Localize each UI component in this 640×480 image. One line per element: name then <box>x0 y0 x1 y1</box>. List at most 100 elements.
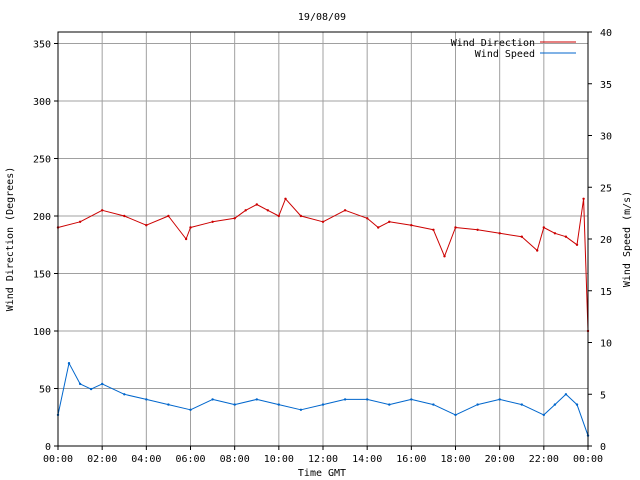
wind-direction-point <box>542 226 545 229</box>
wind-direction-point <box>564 235 568 238</box>
wind-direction-point <box>410 224 413 227</box>
wind-direction-point <box>299 214 303 218</box>
right-tick-label: 20 <box>600 235 612 246</box>
wind-direction-point <box>211 220 214 223</box>
x-axis-label: Time GMT <box>298 468 346 479</box>
wind-direction-point <box>184 237 188 241</box>
left-tick-label: 50 <box>39 385 51 396</box>
x-tick-label: 00:00 <box>43 454 73 465</box>
x-tick-label: 16:00 <box>396 454 426 465</box>
left-tick-label: 250 <box>33 155 51 166</box>
wind-speed-point <box>167 403 170 406</box>
wind-direction-point <box>498 232 501 235</box>
wind-direction-point <box>343 209 347 212</box>
wind-speed-point <box>101 382 104 386</box>
x-tick-label: 14:00 <box>352 454 382 465</box>
x-tick-label: 10:00 <box>264 454 294 465</box>
x-tick-label: 00:00 <box>573 454 603 465</box>
left-tick-label: 300 <box>33 97 51 108</box>
wind-speed-point <box>78 382 82 386</box>
right-tick-label: 0 <box>600 442 606 453</box>
wind-speed-point <box>366 398 369 401</box>
wind-speed-point <box>145 398 148 401</box>
wind-speed-point <box>542 413 545 417</box>
wind-speed-point <box>233 403 236 406</box>
wind-direction-point <box>145 224 148 227</box>
x-tick-label: 12:00 <box>308 454 338 465</box>
right-tick-label: 30 <box>600 132 612 143</box>
wind-direction-point <box>575 243 579 246</box>
legend-label-wind-speed: Wind Speed <box>475 49 535 60</box>
wind-direction-point <box>454 226 457 229</box>
x-tick-label: 18:00 <box>440 454 470 465</box>
wind-speed-point <box>255 398 258 401</box>
left-axis-ticks: 0 50 100 150 200 250 300 350 <box>33 40 58 453</box>
right-axis-label: Wind Speed (m/s) <box>622 191 633 287</box>
left-tick-label: 0 <box>45 442 51 453</box>
wind-speed-point <box>454 413 457 417</box>
wind-direction-point <box>582 197 585 200</box>
wind-direction-point <box>266 209 269 212</box>
wind-speed-point <box>432 403 435 406</box>
wind-direction-point <box>443 255 446 258</box>
wind-speed-point <box>277 403 280 406</box>
wind-direction-point <box>167 214 170 218</box>
wind-speed-point <box>520 403 523 406</box>
left-tick-label: 350 <box>33 40 51 51</box>
wind-direction-point <box>123 214 126 218</box>
right-tick-label: 25 <box>600 183 612 194</box>
left-tick-label: 200 <box>33 212 51 223</box>
wind-speed-point <box>89 387 93 391</box>
left-tick-label: 100 <box>33 327 51 338</box>
x-tick-label: 06:00 <box>175 454 205 465</box>
left-tick-label: 150 <box>33 270 51 281</box>
wind-direction-point <box>101 209 104 212</box>
wind-speed-point <box>564 393 568 396</box>
x-tick-label: 04:00 <box>131 454 161 465</box>
right-tick-label: 15 <box>600 287 612 298</box>
right-axis-ticks: 0 5 10 15 20 25 30 35 40 <box>588 28 612 453</box>
wind-direction-point <box>388 220 391 223</box>
wind-direction-point <box>244 209 247 212</box>
chart-title: 19/08/09 <box>298 12 346 23</box>
wind-speed-series <box>56 362 590 437</box>
wind-speed-point <box>321 403 325 406</box>
wind-direction-series <box>56 197 590 333</box>
wind-speed-point <box>476 403 479 406</box>
wind-speed-point <box>67 362 71 365</box>
right-tick-label: 35 <box>600 80 612 91</box>
right-tick-label: 5 <box>600 390 606 401</box>
x-axis-ticks: 00:00 02:00 04:00 06:00 08:00 10:00 12:00 14:00… <box>43 446 603 465</box>
wind-direction-point <box>255 203 258 206</box>
wind-direction-point <box>377 226 380 229</box>
x-tick-label: 20:00 <box>485 454 515 465</box>
wind-direction-point <box>476 228 479 231</box>
wind-direction-point <box>366 217 369 220</box>
wind-direction-point <box>553 232 557 235</box>
legend: Wind Direction Wind Speed <box>451 38 576 60</box>
left-axis-label: Wind Direction (Degrees) <box>5 167 16 312</box>
wind-direction-point <box>233 217 236 220</box>
wind-speed-point <box>410 398 413 401</box>
wind-speed-point <box>575 403 579 406</box>
wind-direction-point <box>189 226 192 229</box>
x-tick-label: 02:00 <box>87 454 117 465</box>
right-tick-label: 10 <box>600 339 612 350</box>
wind-direction-point <box>536 249 539 252</box>
legend-label-wind-direction: Wind Direction <box>451 38 535 49</box>
wind-direction-point <box>520 235 523 238</box>
wind-speed-point <box>299 408 303 411</box>
wind-speed-point <box>123 393 126 396</box>
wind-speed-point <box>211 398 214 401</box>
wind-speed-point <box>553 403 557 406</box>
wind-speed-point <box>343 398 347 401</box>
wind-direction-point <box>284 197 287 200</box>
wind-direction-point <box>277 214 280 218</box>
x-tick-label: 22:00 <box>529 454 559 465</box>
right-tick-label: 40 <box>600 28 612 39</box>
wind-direction-point <box>78 220 82 223</box>
x-tick-label: 08:00 <box>220 454 250 465</box>
wind-speed-point <box>388 403 391 406</box>
